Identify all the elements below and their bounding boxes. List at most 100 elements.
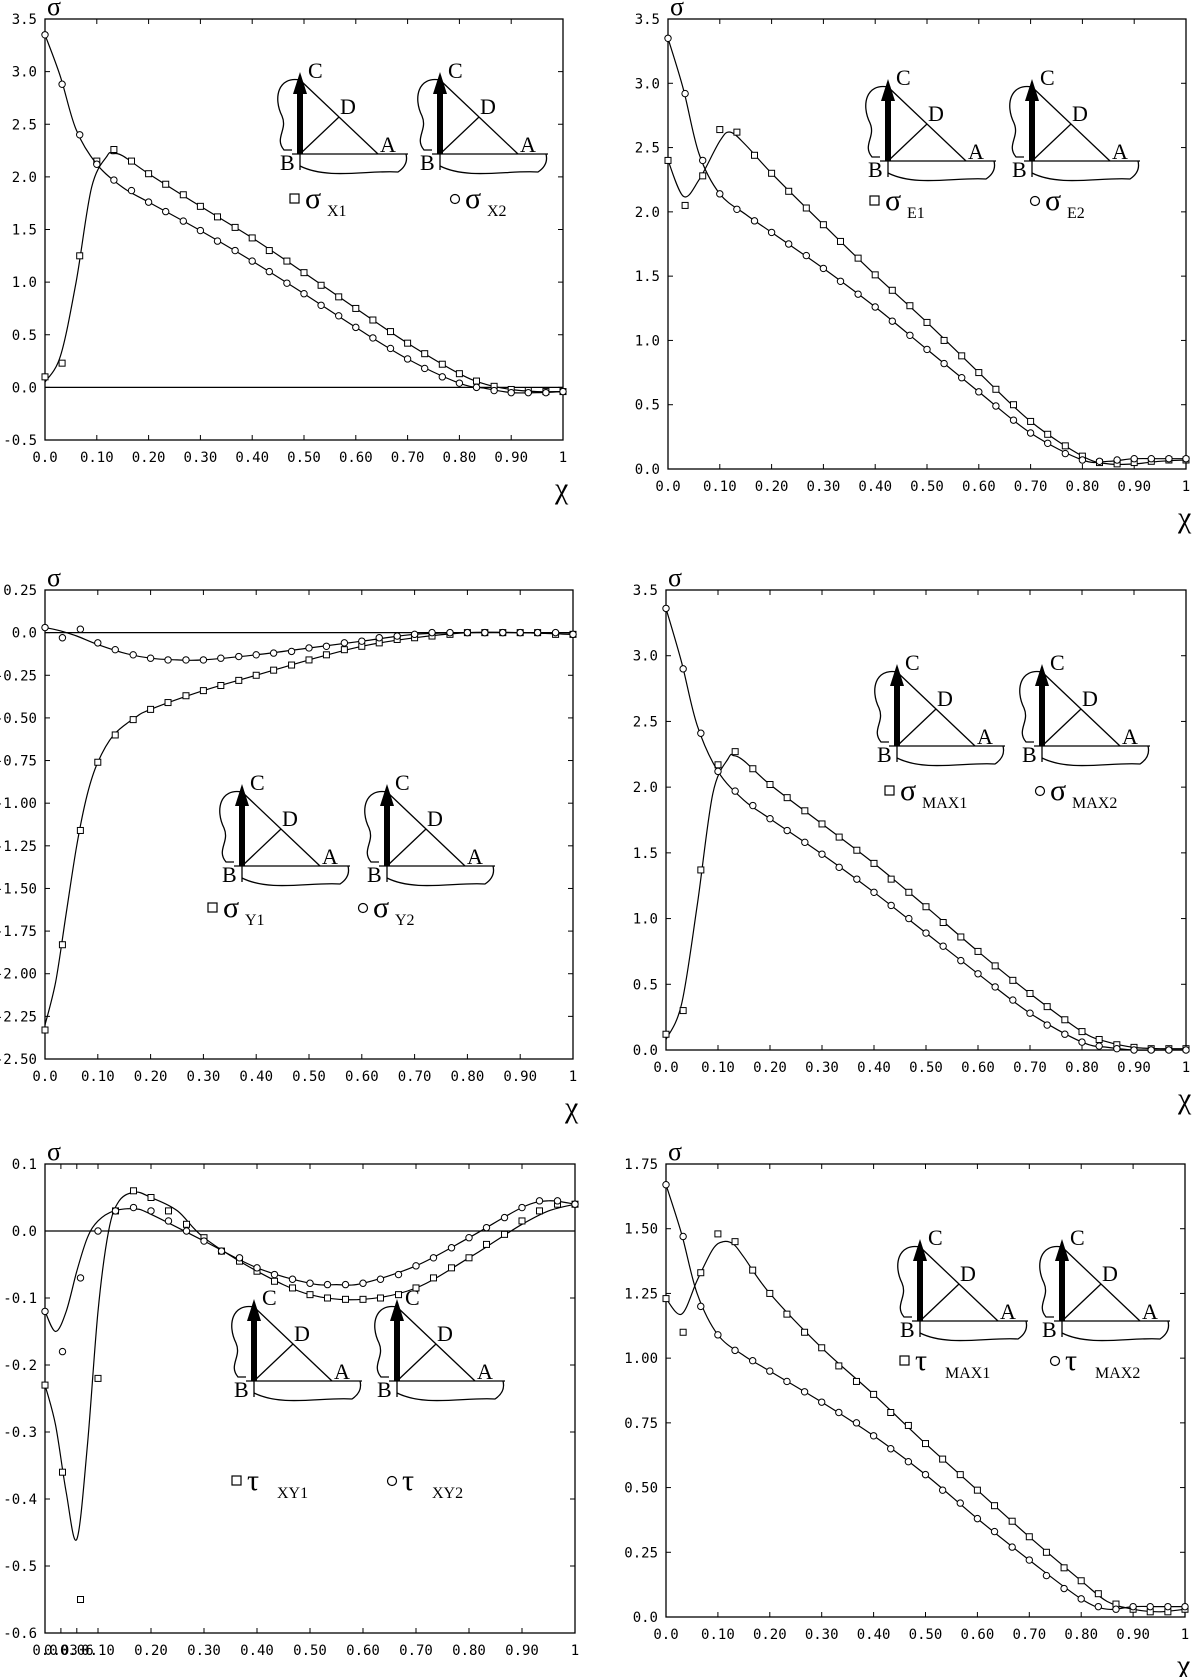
x-tick-label: 0.10	[81, 1069, 115, 1085]
x-tick-label: 0.10	[80, 450, 114, 466]
legend-entry-σMAX2: σ MAX2	[1034, 774, 1117, 812]
legend-subscript: MAX2	[1095, 1365, 1140, 1382]
data-point	[375, 634, 383, 642]
y-tick-label: 0.5	[12, 328, 37, 344]
data-point	[182, 692, 190, 700]
x-tick-label: 0.20	[134, 1069, 168, 1085]
y-tick-label: 1.25	[624, 1286, 658, 1302]
data-point	[783, 1310, 791, 1318]
load-arrow-head	[433, 72, 447, 94]
x-tick-label: 0.20	[132, 450, 166, 466]
data-point	[1042, 1571, 1051, 1580]
label-B: B	[868, 157, 883, 182]
data-point	[482, 1223, 491, 1232]
y-tick-label: 0.0	[633, 1043, 658, 1059]
data-point	[818, 850, 826, 858]
data-point	[992, 402, 1000, 410]
data-point	[533, 628, 542, 637]
x-tick-label: 0.80	[1066, 479, 1100, 495]
label-B: B	[420, 150, 435, 175]
legend-symbol: τ	[1065, 1344, 1077, 1377]
data-point	[1043, 439, 1052, 447]
data-point	[991, 1502, 999, 1510]
data-point	[58, 359, 66, 367]
triangle-diagram-4-1: CDA B	[374, 1285, 505, 1402]
data-point	[412, 1284, 420, 1292]
x-tick-label: 0.30	[805, 1627, 839, 1643]
data-point	[447, 1244, 456, 1252]
label-D: D	[960, 1261, 976, 1286]
legend-square-marker	[884, 785, 895, 796]
data-point	[359, 1279, 367, 1287]
triangle-diagram-5-1: CDA B	[1039, 1225, 1170, 1342]
data-point	[76, 1274, 85, 1282]
label-A: A	[1112, 139, 1128, 164]
data-point	[1165, 455, 1173, 463]
data-point	[714, 767, 722, 776]
data-point	[252, 671, 260, 679]
data-point	[231, 223, 239, 231]
data-point	[1165, 1046, 1173, 1054]
data-point	[1094, 1590, 1102, 1598]
data-point	[340, 639, 349, 647]
x-tick-label: 0.60	[345, 1069, 379, 1085]
data-point	[766, 814, 774, 823]
data-point	[288, 1275, 297, 1283]
legend-symbol: τ	[915, 1344, 927, 1377]
y-tick-label: 2.0	[633, 780, 658, 796]
data-point	[699, 156, 707, 165]
data-point	[387, 328, 395, 336]
label-B: B	[1012, 157, 1027, 182]
label-C: C	[896, 65, 911, 90]
data-point	[182, 1227, 191, 1235]
data-point	[287, 647, 296, 656]
y-tick-label: 1.50	[624, 1222, 658, 1238]
data-point	[921, 1470, 930, 1479]
label-A: A	[322, 844, 338, 869]
y-tick-label: -0.3	[3, 1425, 37, 1441]
y-tick-label: -2.25	[0, 1009, 37, 1025]
series-σY2	[41, 623, 577, 664]
data-point	[906, 331, 914, 339]
data-point	[395, 1291, 403, 1299]
data-point	[854, 254, 862, 262]
data-point	[749, 801, 757, 810]
x-tick-label: 0.70	[1012, 1627, 1046, 1643]
label-B: B	[377, 1377, 392, 1402]
label-D: D	[437, 1321, 453, 1346]
triangle-diagram-2-0: CDA B	[219, 770, 350, 887]
data-point	[975, 369, 983, 377]
series-σE1	[664, 126, 1190, 468]
data-point	[784, 240, 793, 248]
data-point	[322, 651, 330, 659]
x-tick-label: 0.20	[134, 1643, 168, 1659]
triangle-diagram-0-0: CDA B	[277, 58, 408, 175]
label-C: C	[928, 1225, 943, 1250]
data-point	[421, 350, 429, 358]
data-point	[340, 646, 348, 654]
data-point	[835, 1362, 843, 1370]
data-point	[1061, 1016, 1069, 1024]
edge-BD	[896, 708, 937, 747]
data-point	[904, 1457, 913, 1466]
y-tick-label: 3.0	[633, 649, 658, 665]
data-point	[922, 903, 930, 911]
y-axis-label: σ	[47, 563, 61, 592]
data-point	[664, 156, 672, 164]
label-C: C	[1040, 65, 1055, 90]
series-line-σX2	[44, 34, 564, 394]
data-point	[322, 642, 331, 650]
x-tick-label: 1	[571, 1643, 579, 1659]
data-point	[1077, 1577, 1085, 1585]
label-D: D	[1102, 1261, 1118, 1286]
data-point	[1077, 1595, 1085, 1603]
x-tick-label: 0.70	[399, 1643, 433, 1659]
series-line-σE2	[667, 38, 1186, 464]
load-arrow-head	[235, 784, 249, 806]
data-point	[252, 651, 260, 659]
legend-subscript: XY2	[432, 1485, 463, 1502]
data-point	[1008, 1543, 1016, 1551]
data-point	[922, 929, 930, 937]
data-point	[1026, 429, 1035, 437]
data-point	[518, 1217, 526, 1225]
